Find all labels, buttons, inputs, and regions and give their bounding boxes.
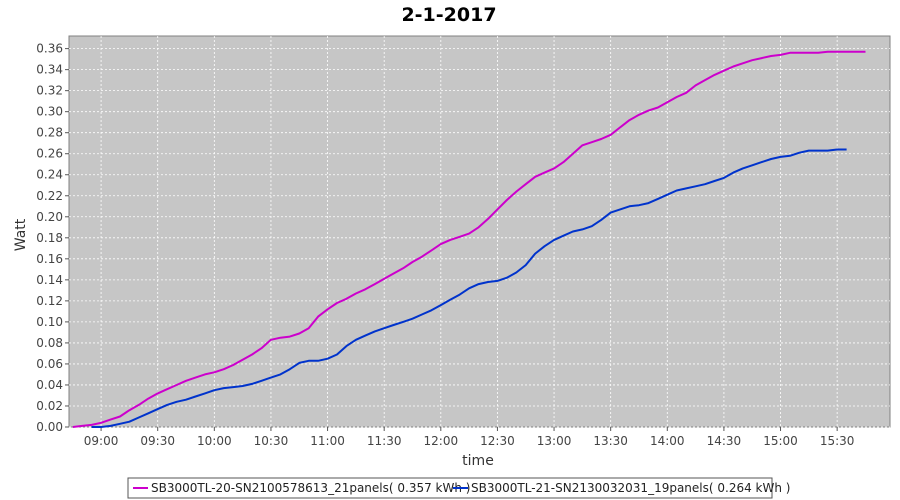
y-tick-label: 0.36	[36, 42, 63, 56]
y-tick-label: 0.26	[36, 147, 63, 161]
x-tick-label: 14:00	[650, 434, 685, 448]
series-line-1	[72, 50, 866, 428]
chart-title: 2-1-2017	[401, 4, 496, 26]
x-tick-label: 14:30	[707, 434, 742, 448]
series-layer	[72, 50, 866, 428]
y-tick-label: 0.16	[36, 252, 63, 266]
x-tick-label: 09:00	[84, 434, 119, 448]
y-tick-label: 0.06	[36, 357, 63, 371]
x-axis-label: time	[462, 453, 494, 469]
y-tick-label: 0.30	[36, 105, 63, 119]
y-tick-label: 0.24	[36, 168, 63, 182]
y-tick-label: 0.32	[36, 84, 63, 98]
y-axis-label: Watt	[13, 218, 29, 251]
y-tick-label: 0.00	[36, 420, 63, 434]
x-tick-label: 13:30	[593, 434, 628, 448]
y-tick-label: 0.18	[36, 231, 63, 245]
y-tick-label: 0.10	[36, 315, 63, 329]
x-tick-label: 11:30	[367, 434, 402, 448]
legend: SB3000TL-20-SN2100578613_21panels( 0.357…	[127, 477, 790, 499]
legend-entry-2: SB3000TL-21-SN2130032031_19panels( 0.264…	[471, 481, 790, 495]
y-tick-label: 0.04	[36, 378, 63, 392]
legend-box	[127, 477, 773, 499]
plot-area	[68, 35, 891, 428]
y-axis: 0.00 0.02 0.04 0.06 0.08 0.10 0.12 0.14 0.16 0.18…	[36, 42, 69, 434]
x-tick-label: 13:00	[537, 434, 572, 448]
x-tick-label: 15:30	[820, 434, 855, 448]
x-tick-label: 12:30	[480, 434, 515, 448]
y-tick-label: 0.12	[36, 294, 63, 308]
x-tick-label: 09:30	[140, 434, 175, 448]
y-tick-label: 0.20	[36, 210, 63, 224]
y-tick-label: 0.34	[36, 63, 63, 77]
x-axis: 09:00 09:30 10:00 10:30 11:00 11:30 12:00 12:30…	[84, 427, 855, 448]
y-tick-label: 0.08	[36, 336, 63, 350]
y-tick-label: 0.22	[36, 189, 63, 203]
grid-layer	[69, 36, 890, 428]
x-tick-label: 15:00	[763, 434, 798, 448]
y-tick-label: 0.14	[36, 273, 63, 287]
x-tick-label: 10:00	[197, 434, 232, 448]
x-tick-label: 12:00	[424, 434, 459, 448]
series-line-2	[91, 148, 847, 428]
x-tick-label: 11:00	[310, 434, 345, 448]
x-tick-label: 10:30	[254, 434, 289, 448]
y-tick-label: 0.28	[36, 126, 63, 140]
y-tick-label: 0.02	[36, 399, 63, 413]
legend-entry-1: SB3000TL-20-SN2100578613_21panels( 0.357…	[151, 481, 470, 495]
